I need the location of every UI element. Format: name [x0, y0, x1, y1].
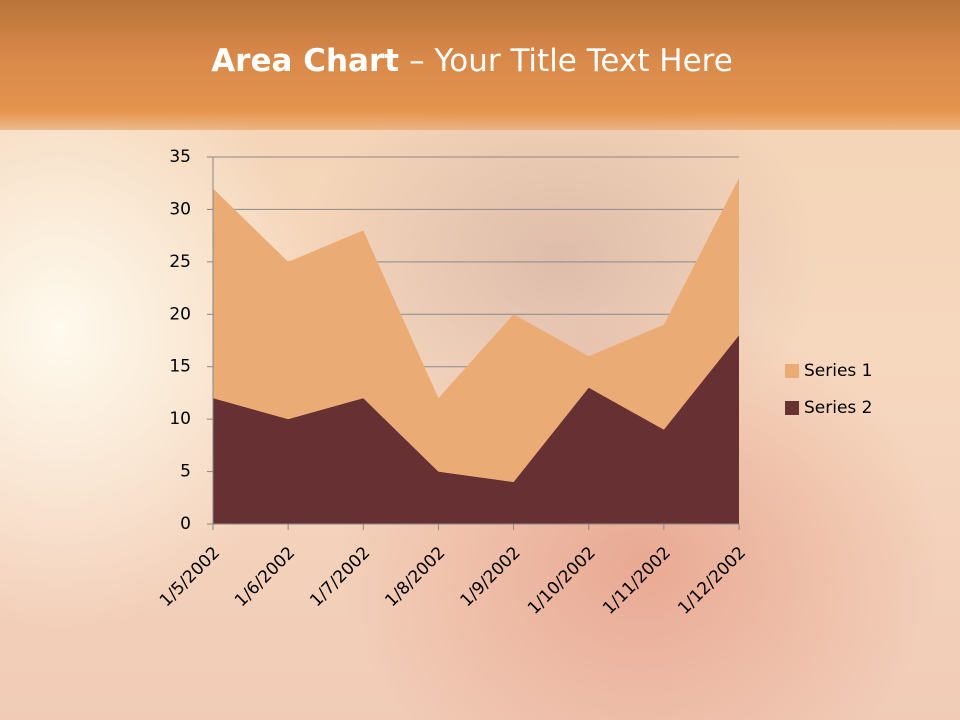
y-tick-label: 20: [169, 304, 191, 324]
title-bold: Area Chart: [211, 43, 399, 79]
x-tick-label: 1/7/2002: [306, 543, 374, 611]
area: [213, 177, 739, 483]
x-tick-label: 1/9/2002: [457, 543, 525, 611]
title-rest: – Your Title Text Here: [409, 43, 733, 79]
x-tick-label: 1/8/2002: [381, 543, 449, 611]
y-tick-label: 15: [169, 357, 191, 377]
legend-swatch: [785, 364, 799, 378]
x-tick-label: 1/5/2002: [156, 543, 224, 611]
y-tick-label: 0: [180, 514, 191, 534]
legend-swatch: [785, 401, 799, 415]
header-band: [0, 0, 960, 130]
legend-label: Series 2: [804, 398, 873, 418]
x-tick-label: 1/10/2002: [524, 543, 600, 619]
y-tick-label: 10: [169, 409, 191, 429]
legend-label: Series 1: [804, 361, 873, 381]
x-tick-label: 1/6/2002: [231, 543, 299, 611]
y-tick-label: 35: [169, 147, 191, 167]
y-tick-label: 25: [169, 252, 191, 272]
x-tick-label: 1/12/2002: [674, 543, 750, 619]
x-tick-label: 1/11/2002: [599, 543, 675, 619]
area: [213, 335, 739, 524]
chart-title: Area Chart – Your Title Text Here: [211, 43, 733, 79]
y-tick-label: 30: [169, 199, 191, 219]
y-tick-label: 5: [180, 462, 191, 482]
